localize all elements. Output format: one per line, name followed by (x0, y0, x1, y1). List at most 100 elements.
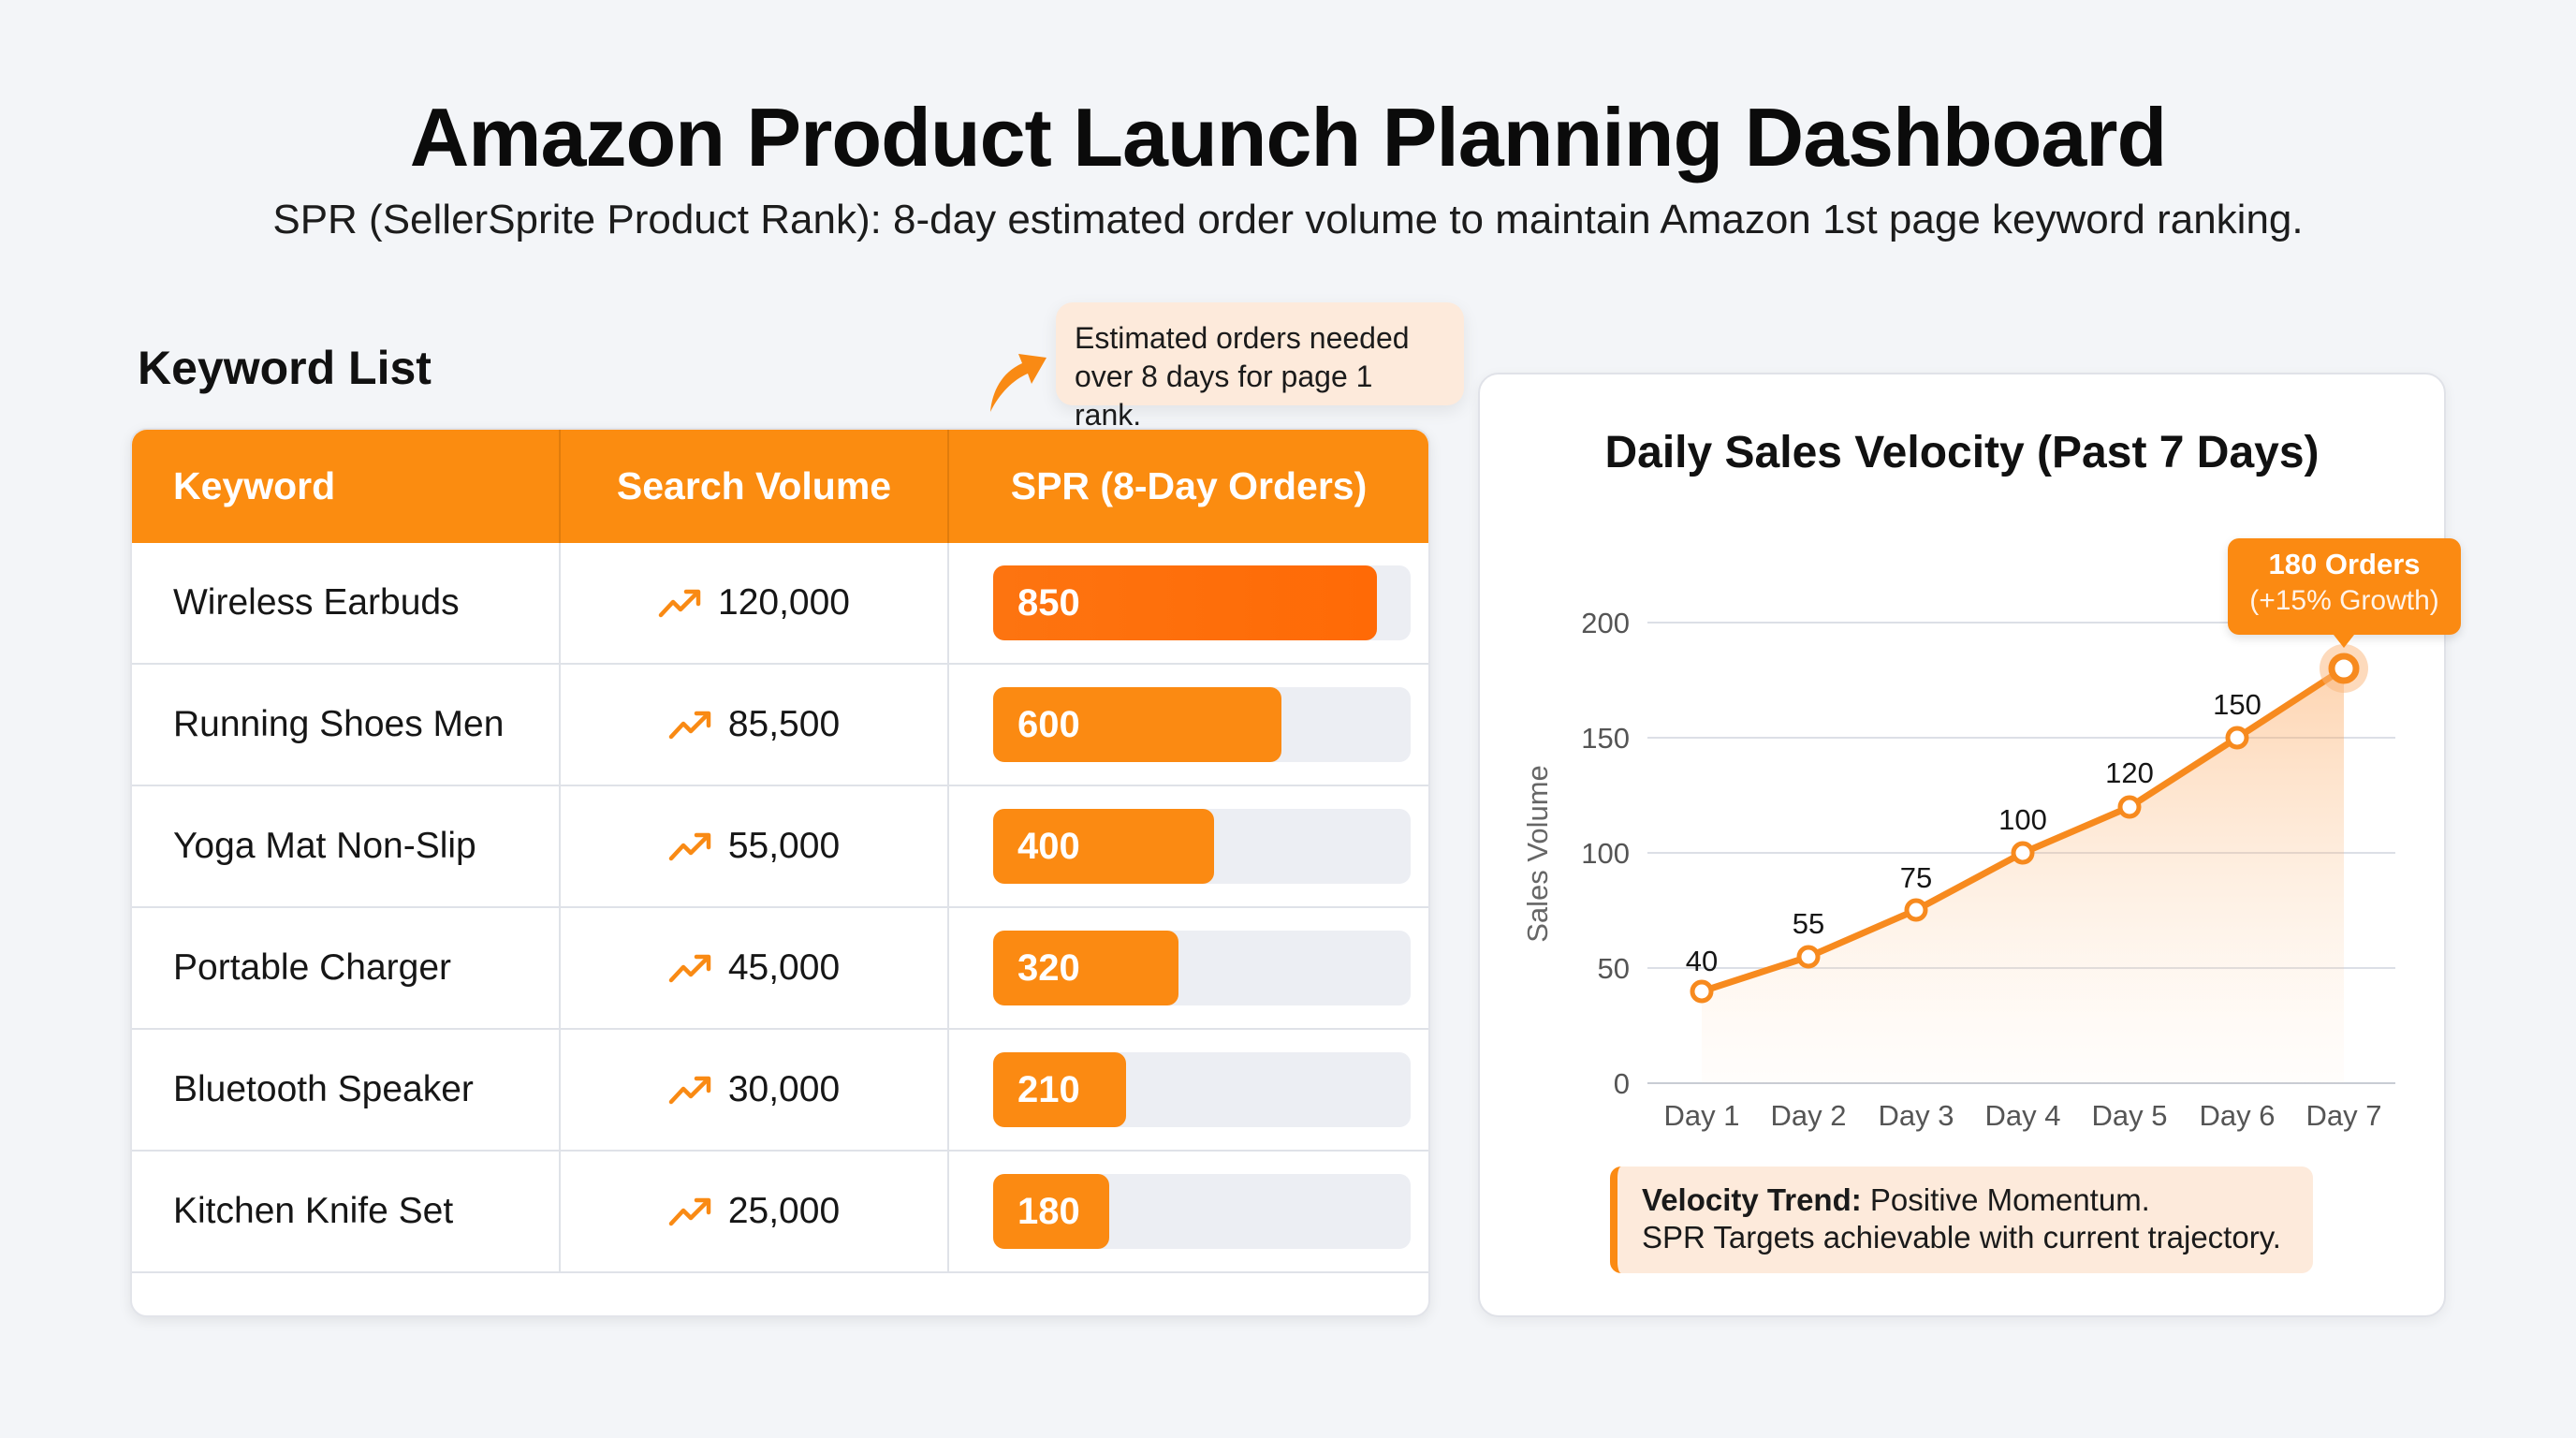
spr-cell: 210 (949, 1030, 1428, 1150)
column-header-keyword[interactable]: Keyword (132, 430, 561, 543)
svg-text:40: 40 (1686, 945, 1718, 977)
svg-text:55: 55 (1793, 907, 1824, 940)
keyword-cell: Running Shoes Men (132, 665, 561, 785)
spr-value: 600 (1017, 703, 1080, 745)
spr-bar-track: 850 (993, 565, 1411, 640)
keyword-cell: Bluetooth Speaker (132, 1030, 561, 1150)
line-chart: 200 150 100 50 0 Sales Volume Day 1 Day … (1521, 607, 2395, 1132)
svg-text:120: 120 (2105, 756, 2154, 789)
svg-text:100: 100 (1998, 803, 2047, 836)
spr-bar-track: 210 (993, 1052, 1411, 1127)
search-volume-cell: 85,500 (561, 665, 949, 785)
svg-text:Day 6: Day 6 (2200, 1099, 2276, 1132)
trend-label: Velocity Trend: (1642, 1182, 1862, 1217)
svg-text:75: 75 (1900, 861, 1932, 894)
spr-cell: 600 (949, 665, 1428, 785)
table-header: Keyword Search Volume SPR (8-Day Orders) (132, 430, 1428, 543)
trending-up-icon (668, 954, 711, 983)
search-volume-value: 55,000 (727, 826, 841, 866)
trending-up-icon (668, 1076, 711, 1105)
spr-bar: 850 (993, 565, 1377, 640)
spr-bar-track: 600 (993, 687, 1411, 762)
search-volume-cell: 55,000 (561, 786, 949, 906)
trend-detail: SPR Targets achievable with current traj… (1642, 1220, 2281, 1255)
search-volume-value: 45,000 (727, 947, 841, 988)
search-volume-value: 30,000 (727, 1069, 841, 1109)
data-point-labels: 40 55 75 100 120 150 (1686, 688, 2261, 977)
spr-bar-track: 320 (993, 931, 1411, 1005)
keyword-cell: Wireless Earbuds (132, 543, 561, 663)
page-subtitle: SPR (SellerSprite Product Rank): 8-day e… (272, 197, 2304, 242)
page-title: Amazon Product Launch Planning Dashboard (409, 91, 2168, 183)
spr-cell: 850 (949, 543, 1428, 663)
svg-text:Day 1: Day 1 (1664, 1099, 1740, 1132)
spr-bar: 400 (993, 809, 1214, 884)
svg-text:Day 2: Day 2 (1771, 1099, 1847, 1132)
search-volume-value: 120,000 (718, 582, 850, 623)
trending-up-icon (658, 589, 701, 618)
svg-text:Day 7: Day 7 (2306, 1099, 2382, 1132)
svg-text:100: 100 (1581, 837, 1630, 870)
svg-text:Day 5: Day 5 (2092, 1099, 2168, 1132)
spr-value: 180 (1017, 1190, 1080, 1232)
spr-cell: 320 (949, 908, 1428, 1028)
trending-up-icon (668, 832, 711, 861)
callout-line-1: Estimated orders needed (1075, 321, 1410, 355)
day7-tooltip: 180 Orders (+15% Growth) (2228, 538, 2461, 648)
sales-velocity-card: Daily Sales Velocity (Past 7 Days) 200 1… (1478, 373, 2461, 1317)
tooltip-orders: 180 Orders (2268, 548, 2421, 580)
search-volume-value: 25,000 (727, 1191, 841, 1231)
svg-text:150: 150 (1581, 722, 1630, 755)
y-tick-labels: 200 150 100 50 0 (1581, 607, 1630, 1100)
column-header-search-volume[interactable]: Search Volume (561, 430, 949, 543)
y-axis-label: Sales Volume (1521, 765, 1554, 943)
keyword-cell: Portable Charger (132, 908, 561, 1028)
search-volume-value: 85,500 (727, 704, 841, 744)
search-volume-cell: 45,000 (561, 908, 949, 1028)
spr-value: 850 (1017, 581, 1080, 624)
spr-bar-track: 400 (993, 809, 1411, 884)
trending-up-icon (668, 711, 711, 740)
x-tick-labels: Day 1 Day 2 Day 3 Day 4 Day 5 Day 6 Day … (1664, 1099, 2382, 1132)
spr-bar: 180 (993, 1174, 1109, 1249)
svg-text:200: 200 (1581, 607, 1630, 639)
svg-text:150: 150 (2213, 688, 2261, 721)
curved-arrow-icon (990, 354, 1046, 412)
area-fill (1702, 668, 2344, 1083)
trend-value: Positive Momentum. (1869, 1182, 2150, 1217)
table-row[interactable]: Running Shoes Men 85,500 600 (132, 665, 1428, 786)
spr-cell: 180 (949, 1152, 1428, 1271)
spr-value: 400 (1017, 825, 1080, 867)
svg-text:50: 50 (1598, 952, 1630, 985)
svg-text:0: 0 (1614, 1067, 1630, 1100)
trending-up-icon (668, 1197, 711, 1226)
spr-bar: 320 (993, 931, 1178, 1005)
table-row[interactable]: Portable Charger 45,000 320 (132, 908, 1428, 1030)
column-header-spr[interactable]: SPR (8-Day Orders) (1010, 464, 1368, 507)
search-volume-cell: 120,000 (561, 543, 949, 663)
spr-bar: 210 (993, 1052, 1126, 1127)
spr-bar-track: 180 (993, 1174, 1411, 1249)
table-row[interactable]: Bluetooth Speaker 30,000 210 (132, 1030, 1428, 1152)
callout-line-2: over 8 days for page 1 rank. (1075, 360, 1373, 432)
svg-text:Day 4: Day 4 (1985, 1099, 2061, 1132)
search-volume-cell: 25,000 (561, 1152, 949, 1271)
table-row[interactable]: Wireless Earbuds 120,000 850 (132, 543, 1428, 665)
table-row[interactable]: Kitchen Knife Set 25,000 180 (132, 1152, 1428, 1273)
data-points (1690, 653, 2360, 1004)
velocity-trend-note: Velocity Trend: Positive Momentum. SPR T… (1610, 1167, 2313, 1273)
spr-value: 320 (1017, 946, 1080, 989)
keyword-table: Keyword Search Volume SPR (8-Day Orders)… (130, 428, 1430, 1317)
keyword-list-label: Keyword List (138, 342, 432, 394)
spr-callout: Estimated orders needed over 8 days for … (1056, 302, 1464, 432)
chart-title: Daily Sales Velocity (Past 7 Days) (1604, 428, 2320, 477)
spr-bar: 600 (993, 687, 1281, 762)
keyword-cell: Yoga Mat Non-Slip (132, 786, 561, 906)
tooltip-growth: (+15% Growth) (2249, 585, 2439, 616)
spr-value: 210 (1017, 1068, 1080, 1110)
table-row[interactable]: Yoga Mat Non-Slip 55,000 400 (132, 786, 1428, 908)
spr-cell: 400 (949, 786, 1428, 906)
keyword-cell: Kitchen Knife Set (132, 1152, 561, 1271)
svg-text:Day 3: Day 3 (1879, 1099, 1954, 1132)
search-volume-cell: 30,000 (561, 1030, 949, 1150)
